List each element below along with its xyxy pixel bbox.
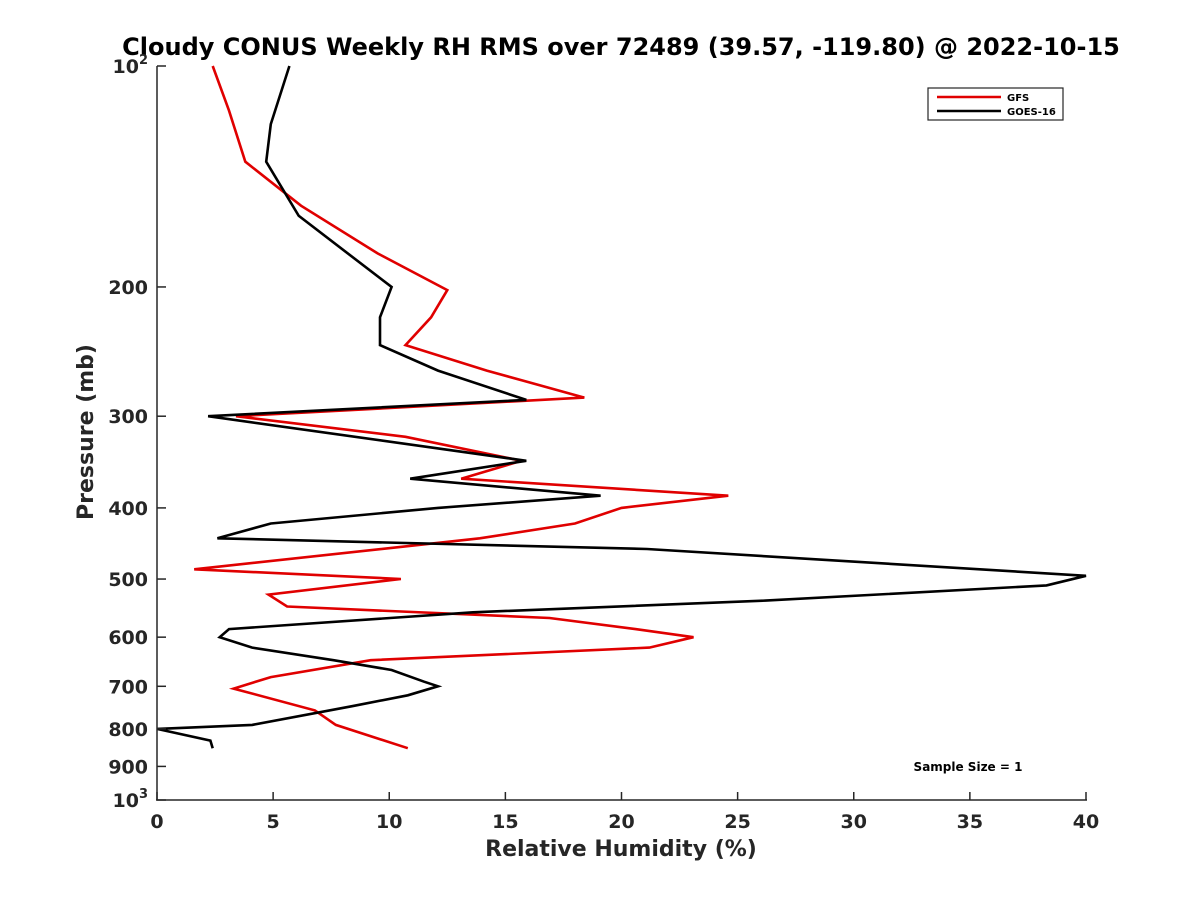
plot-area <box>157 66 1086 799</box>
x-axis-ticks: 0 5 10 15 20 25 30 35 40 <box>150 792 1099 833</box>
chart-title: Cloudy CONUS Weekly RH RMS over 72489 (3… <box>122 33 1120 61</box>
y-tick-label: 900 <box>108 756 148 778</box>
x-tick-label: 5 <box>267 811 280 833</box>
legend-box <box>927 87 1064 121</box>
x-tick-label: 25 <box>724 811 750 833</box>
x-tick-label: 20 <box>608 811 634 833</box>
y-tick-label: 103 <box>113 787 149 812</box>
sample-size-annotation: Sample Size = 1 <box>914 760 1023 774</box>
y-axis-label: Pressure (mb) <box>74 344 99 520</box>
series-line-gfs <box>194 65 729 750</box>
y-tick-label: 500 <box>108 569 148 591</box>
x-tick-label: 35 <box>957 811 983 833</box>
x-tick-label: 10 <box>376 811 402 833</box>
x-tick-label: 30 <box>841 811 867 833</box>
legend-label-goes16: GOES-16 <box>1007 107 1056 118</box>
x-tick-label: 40 <box>1073 811 1099 833</box>
series-line-goes16 <box>156 65 1087 749</box>
legend-label-gfs: GFS <box>1007 93 1029 104</box>
y-tick-label: 600 <box>108 627 148 649</box>
y-tick-label: 300 <box>108 406 148 428</box>
x-tick-label: 0 <box>150 811 163 833</box>
y-tick-label: 200 <box>108 277 148 299</box>
series-layer <box>156 65 1087 750</box>
legend: GFS GOES-16 <box>927 87 1064 121</box>
y-tick-label: 800 <box>108 719 148 741</box>
y-tick-label: 102 <box>113 53 149 78</box>
x-tick-label: 15 <box>492 811 518 833</box>
y-tick-label: 700 <box>108 676 148 698</box>
x-axis-label: Relative Humidity (%) <box>485 837 757 862</box>
y-tick-label: 400 <box>108 498 148 520</box>
y-axis-ticks: 102 200 300 400 500 600 700 800 900 103 <box>108 53 166 812</box>
